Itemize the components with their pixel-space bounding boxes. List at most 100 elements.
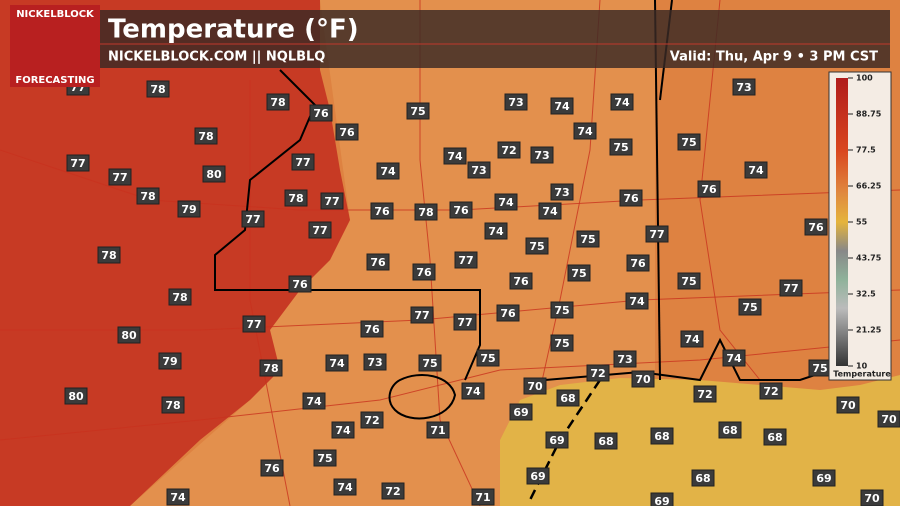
colorbar — [836, 78, 848, 366]
station-box — [64, 387, 88, 405]
legend-tick-label: 10 — [856, 362, 868, 371]
station-box — [471, 488, 495, 506]
station-value: 73 — [471, 164, 486, 177]
station-value: 78 — [150, 83, 165, 96]
station-value: 76 — [313, 107, 329, 120]
logo-top: NICKELBLOCK — [16, 9, 95, 20]
logo-bottom: FORECASTING — [15, 75, 94, 86]
station-box — [161, 396, 185, 414]
station-box — [418, 354, 442, 372]
station-box — [177, 200, 201, 218]
station-value: 70 — [864, 492, 880, 505]
station-value: 77 — [70, 157, 85, 170]
station-box — [291, 153, 315, 171]
station-box — [194, 127, 218, 145]
station-box — [860, 489, 884, 506]
legend-tick-label: 21.25 — [856, 326, 882, 335]
station-value: 72 — [364, 414, 379, 427]
station-box — [586, 364, 610, 382]
station-box — [366, 253, 390, 271]
station-value: 73 — [534, 149, 549, 162]
station-box — [545, 431, 569, 449]
station-value: 75 — [571, 267, 586, 280]
station-box — [538, 202, 562, 220]
station-box — [331, 421, 355, 439]
station-value: 74 — [629, 295, 645, 308]
station-value: 75 — [422, 357, 437, 370]
stations: 77 78 78 76 75 73 74 74 73 78 76 74 75 75 77 77 80 77 74 74… — [64, 78, 900, 506]
station-box — [370, 202, 394, 220]
station-box — [66, 154, 90, 172]
station-value: 76 — [364, 323, 380, 336]
station-box — [744, 161, 768, 179]
station-box — [504, 93, 528, 111]
station-value: 75 — [681, 275, 696, 288]
station-value: 78 — [198, 130, 213, 143]
station-value: 69 — [513, 406, 528, 419]
station-box — [550, 301, 574, 319]
station-box — [732, 78, 756, 96]
station-value: 78 — [172, 291, 187, 304]
station-value: 80 — [68, 390, 84, 403]
station-value: 75 — [480, 352, 495, 365]
station-value: 74 — [726, 352, 742, 365]
station-box — [461, 382, 485, 400]
station-value: 77 — [324, 195, 339, 208]
legend-tick-label: 66.25 — [856, 182, 882, 191]
station-value: 74 — [748, 164, 764, 177]
station-value: 77 — [245, 213, 260, 226]
station-value: 68 — [767, 431, 782, 444]
station-value: 77 — [312, 224, 327, 237]
station-box — [804, 218, 828, 236]
station-value: 75 — [554, 337, 569, 350]
station-box — [610, 93, 634, 111]
station-value: 72 — [697, 388, 712, 401]
station-box — [313, 449, 337, 467]
station-box — [497, 141, 521, 159]
station-value: 75 — [317, 452, 332, 465]
station-value: 74 — [498, 196, 514, 209]
station-box — [449, 201, 473, 219]
station-value: 75 — [410, 105, 425, 118]
station-box — [526, 467, 550, 485]
station-value: 78 — [418, 206, 433, 219]
station-box — [697, 180, 721, 198]
station-value: 70 — [527, 380, 543, 393]
site: NICKELBLOCK.COM || NQLBLQ — [108, 50, 325, 65]
station-value: 79 — [181, 203, 196, 216]
station-box — [494, 193, 518, 211]
station-value: 78 — [263, 362, 278, 375]
station-value: 77 — [246, 318, 261, 331]
station-value: 76 — [500, 307, 516, 320]
station-value: 75 — [529, 240, 544, 253]
station-value: 68 — [598, 435, 613, 448]
station-value: 74 — [329, 357, 345, 370]
station-box — [308, 221, 332, 239]
station-box — [410, 306, 434, 324]
legend-tick-label: 55 — [856, 218, 868, 227]
station-value: 68 — [695, 472, 710, 485]
station-box — [454, 251, 478, 269]
station-box — [158, 352, 182, 370]
station-box — [484, 222, 508, 240]
station-value: 72 — [763, 385, 778, 398]
station-value: 72 — [590, 367, 605, 380]
legend-tick-label: 32.5 — [856, 290, 876, 299]
station-value: 76 — [701, 183, 717, 196]
station-box — [202, 165, 226, 183]
header-bar — [100, 10, 890, 68]
station-box — [530, 146, 554, 164]
station-box — [284, 189, 308, 207]
station-value: 74 — [542, 205, 558, 218]
station-value: 74 — [577, 125, 593, 138]
station-value: 76 — [374, 205, 390, 218]
station-value: 73 — [554, 186, 569, 199]
station-box — [166, 488, 190, 506]
station-box — [779, 279, 803, 297]
station-box — [722, 349, 746, 367]
station-box — [360, 320, 384, 338]
station-box — [266, 93, 290, 111]
station-value: 77 — [295, 156, 310, 169]
station-box — [108, 168, 132, 186]
